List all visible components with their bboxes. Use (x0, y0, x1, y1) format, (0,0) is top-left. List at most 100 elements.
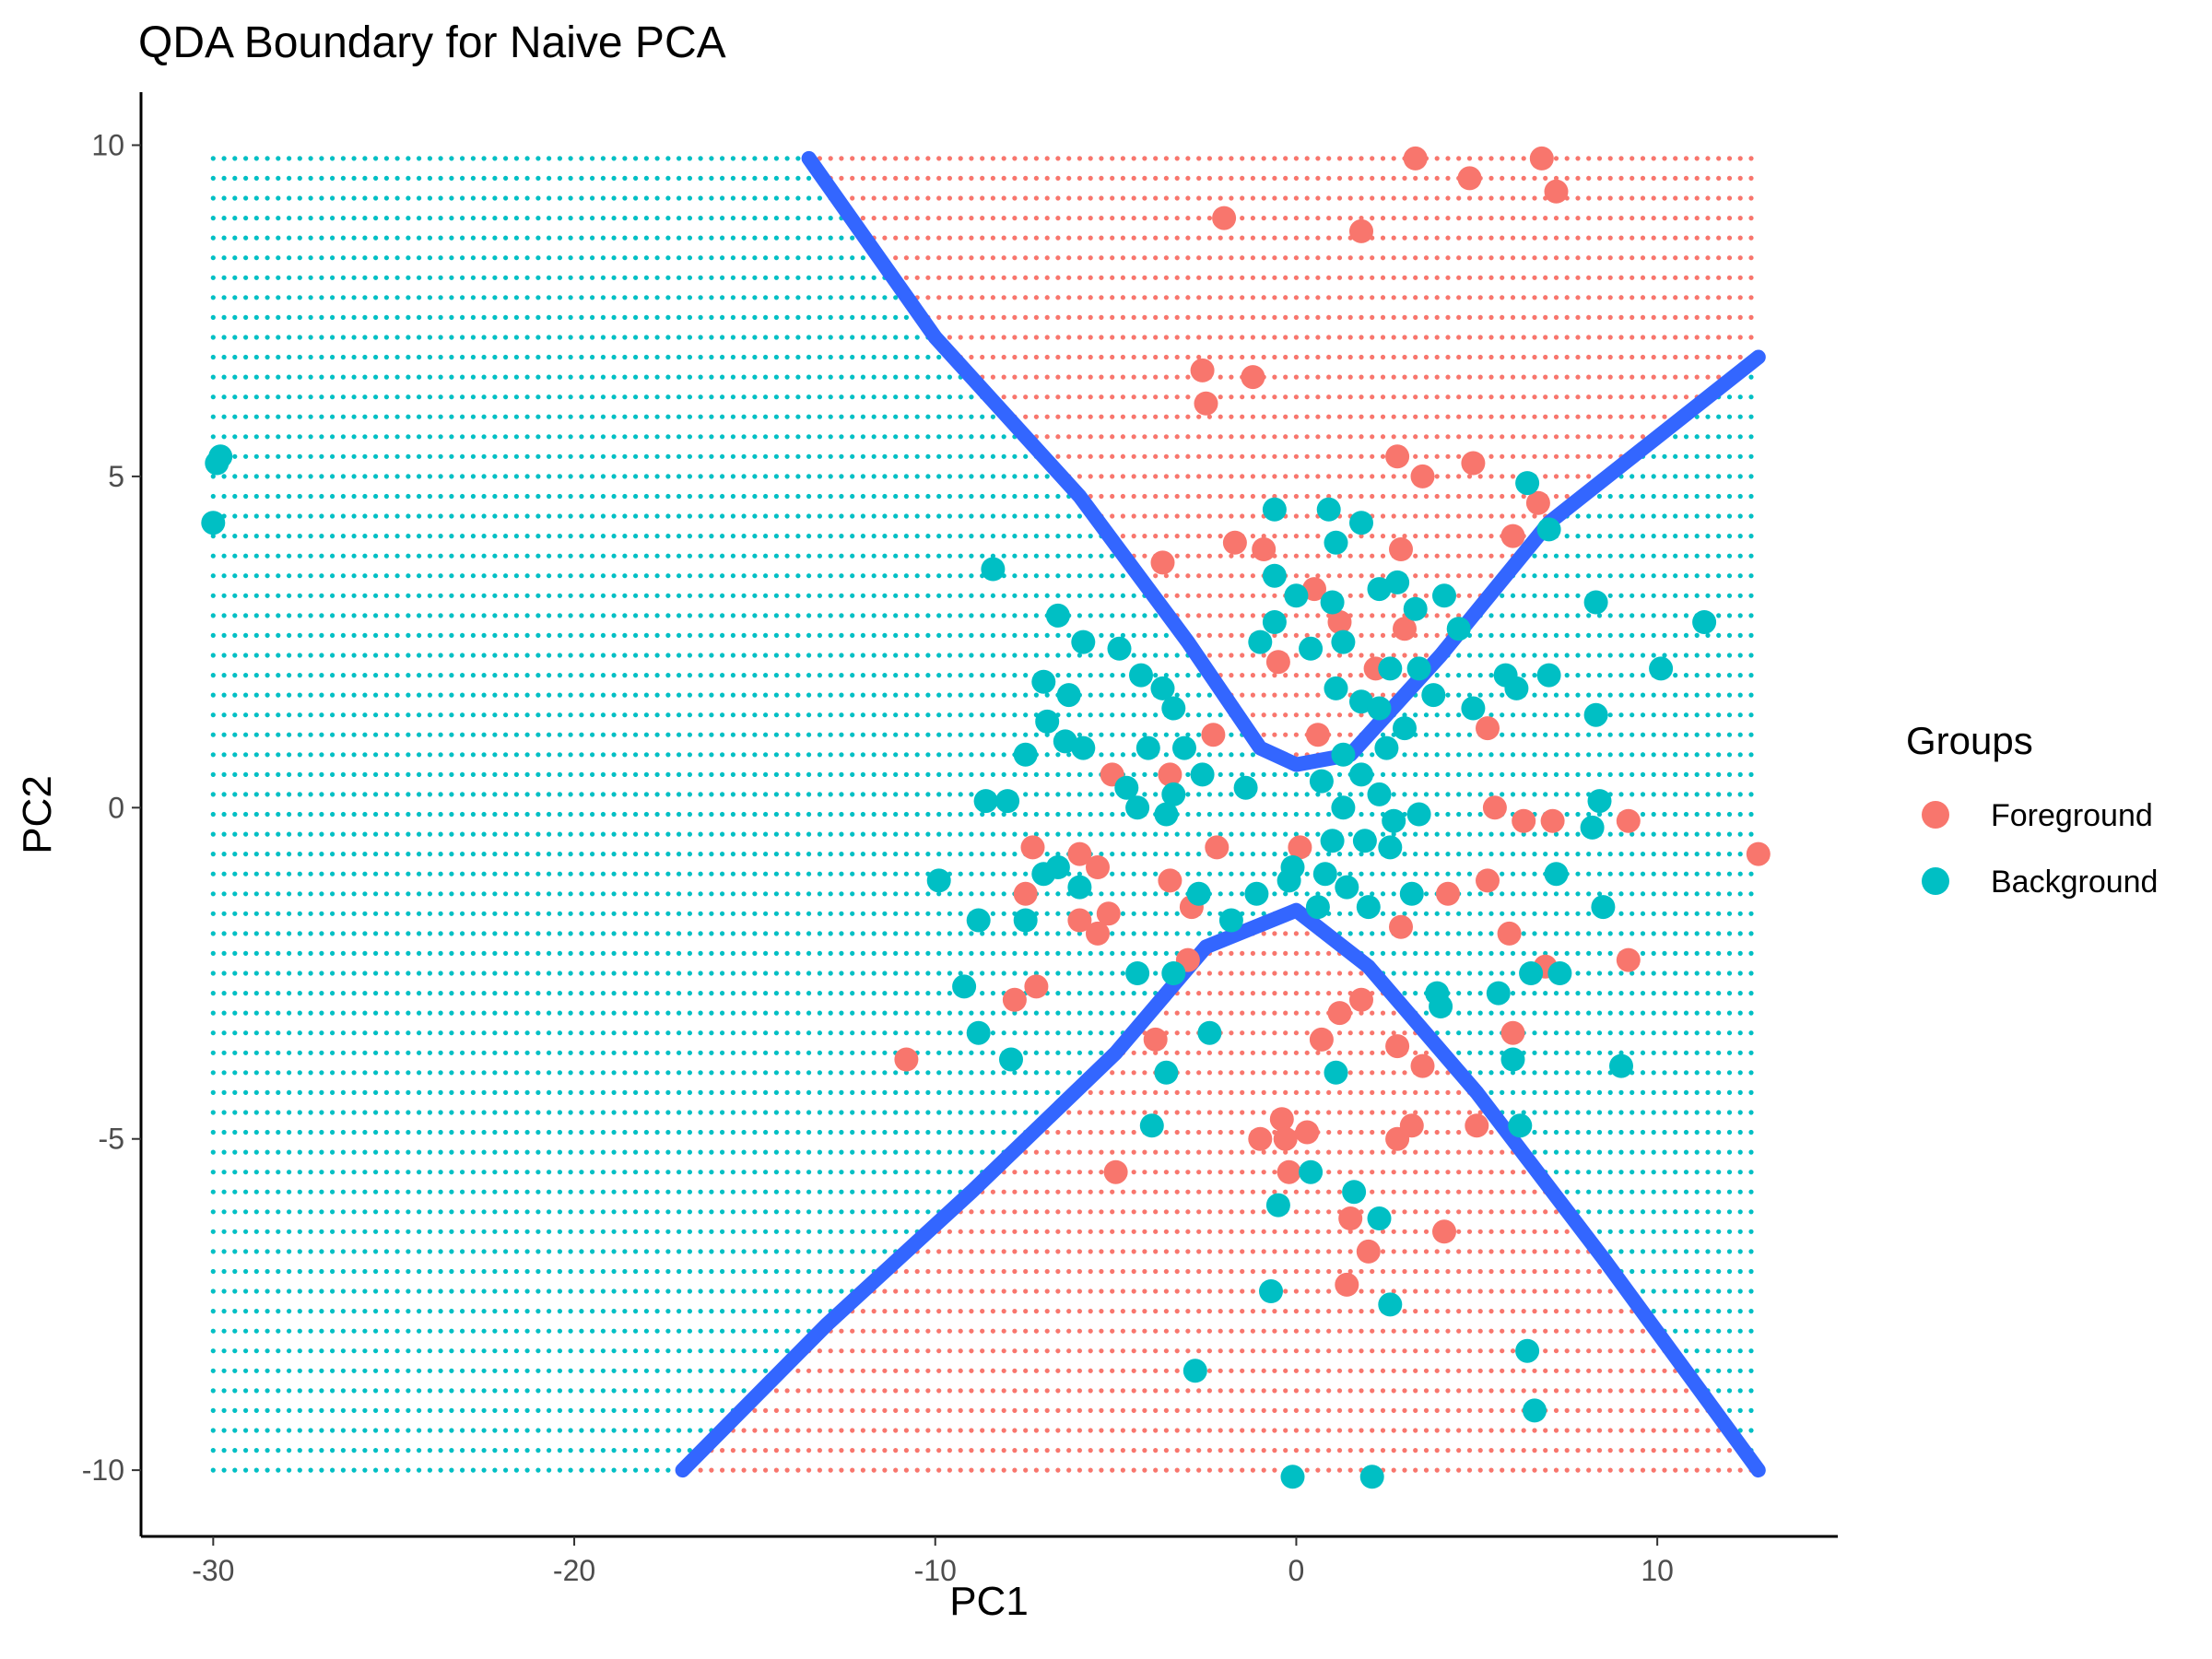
point-background (1265, 1193, 1290, 1218)
point-foreground (1103, 1159, 1128, 1184)
point-foreground (1529, 146, 1554, 171)
data-points (201, 146, 1771, 1489)
point-background (1161, 782, 1186, 806)
point-background (1359, 1465, 1384, 1489)
y-axis-ticks: -10 -5 0 5 10 (82, 129, 141, 1487)
point-background (995, 789, 1020, 814)
point-background (1129, 663, 1153, 688)
qda-decision-boundary (675, 150, 1766, 1478)
x-axis-ticks: -30 -20 -10 0 10 (192, 1536, 1674, 1587)
point-background (1515, 471, 1540, 496)
point-background (1429, 994, 1453, 1018)
point-foreground (1616, 947, 1641, 972)
point-foreground (1338, 1206, 1363, 1230)
point-foreground (1201, 723, 1226, 747)
point-foreground (1327, 1001, 1352, 1026)
point-background (201, 511, 226, 535)
point-foreground (1309, 1027, 1334, 1052)
point-foreground (1410, 464, 1435, 488)
point-foreground (1335, 1272, 1359, 1297)
point-background (1262, 563, 1287, 588)
point-foreground (1277, 1159, 1301, 1184)
y-tick-label: 5 (108, 460, 124, 493)
point-foreground (1349, 987, 1373, 1012)
legend-label-background: Background (1991, 865, 2158, 900)
point-background (1378, 1292, 1403, 1317)
point-background (1367, 696, 1392, 721)
point-foreground (1385, 444, 1410, 469)
point-foreground (1500, 1020, 1525, 1045)
axes (139, 92, 1838, 1538)
point-background (1172, 735, 1196, 760)
point-background (1536, 517, 1561, 542)
point-background (1280, 1465, 1305, 1489)
point-background (1125, 795, 1150, 820)
point-background (1053, 729, 1077, 754)
point-background (1367, 577, 1392, 602)
point-foreground (1269, 1107, 1294, 1132)
point-background (1150, 676, 1175, 700)
point-background (1500, 1047, 1525, 1072)
point-background (1161, 961, 1186, 985)
point-foreground (1432, 1219, 1456, 1244)
y-tick-label: -10 (82, 1453, 124, 1487)
point-background (1233, 775, 1258, 800)
point-background (1182, 1359, 1207, 1383)
point-foreground (1295, 1120, 1320, 1145)
point-background (966, 908, 991, 933)
point-background (1031, 669, 1056, 694)
point-background (1324, 676, 1348, 700)
point-foreground (1002, 987, 1027, 1012)
point-background (1071, 735, 1096, 760)
point-background (1316, 497, 1341, 522)
x-tick-label: -20 (553, 1554, 595, 1587)
point-foreground (1190, 358, 1215, 382)
point-background (1218, 908, 1243, 933)
point-background (1335, 875, 1359, 900)
point-background (966, 1020, 991, 1045)
point-background (1114, 775, 1139, 800)
point-background (1461, 696, 1486, 721)
point-background (1692, 610, 1717, 634)
boundary-lower-line (675, 902, 1766, 1478)
point-background (1013, 742, 1038, 767)
point-foreground (1212, 206, 1237, 230)
point-foreground (1544, 179, 1569, 204)
point-foreground (1205, 835, 1230, 860)
point-background (1139, 1113, 1164, 1138)
point-foreground (1158, 868, 1182, 893)
point-foreground (1327, 610, 1352, 634)
point-background (1248, 629, 1273, 654)
legend-label-foreground: Foreground (1991, 798, 2153, 833)
point-foreground (1500, 524, 1525, 548)
point-background (1067, 875, 1092, 900)
point-background (1580, 815, 1605, 840)
point-background (981, 557, 1006, 582)
point-background (1536, 663, 1561, 688)
point-background (1305, 895, 1330, 920)
point-background (1125, 961, 1150, 985)
point-foreground (1512, 808, 1536, 833)
point-background (1342, 1180, 1367, 1205)
point-foreground (1476, 716, 1500, 741)
point-background (1432, 583, 1456, 608)
point-foreground (1067, 841, 1092, 866)
point-foreground (1389, 537, 1413, 561)
point-background (1056, 683, 1081, 708)
point-foreground (1465, 1113, 1489, 1138)
point-background (1406, 656, 1431, 681)
point-foreground (1399, 1113, 1424, 1138)
point-background (1320, 590, 1345, 615)
point-background (1312, 862, 1337, 887)
y-tick-label: 10 (91, 129, 124, 162)
point-background (1493, 663, 1518, 688)
legend-title: Groups (1906, 719, 2033, 762)
point-background (1385, 570, 1410, 594)
point-background (1154, 802, 1179, 827)
point-background (1349, 511, 1373, 535)
legend-key-foreground (1922, 801, 1949, 829)
point-background (1197, 1020, 1222, 1045)
point-background (1378, 656, 1403, 681)
point-background (1349, 762, 1373, 787)
